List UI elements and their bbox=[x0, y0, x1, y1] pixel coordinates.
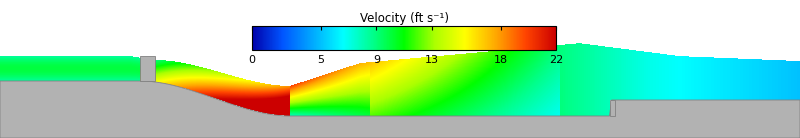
Polygon shape bbox=[0, 81, 800, 138]
Polygon shape bbox=[610, 100, 615, 116]
Polygon shape bbox=[140, 56, 155, 81]
Title: Velocity (ft s⁻¹): Velocity (ft s⁻¹) bbox=[359, 12, 449, 25]
Polygon shape bbox=[0, 0, 800, 40]
